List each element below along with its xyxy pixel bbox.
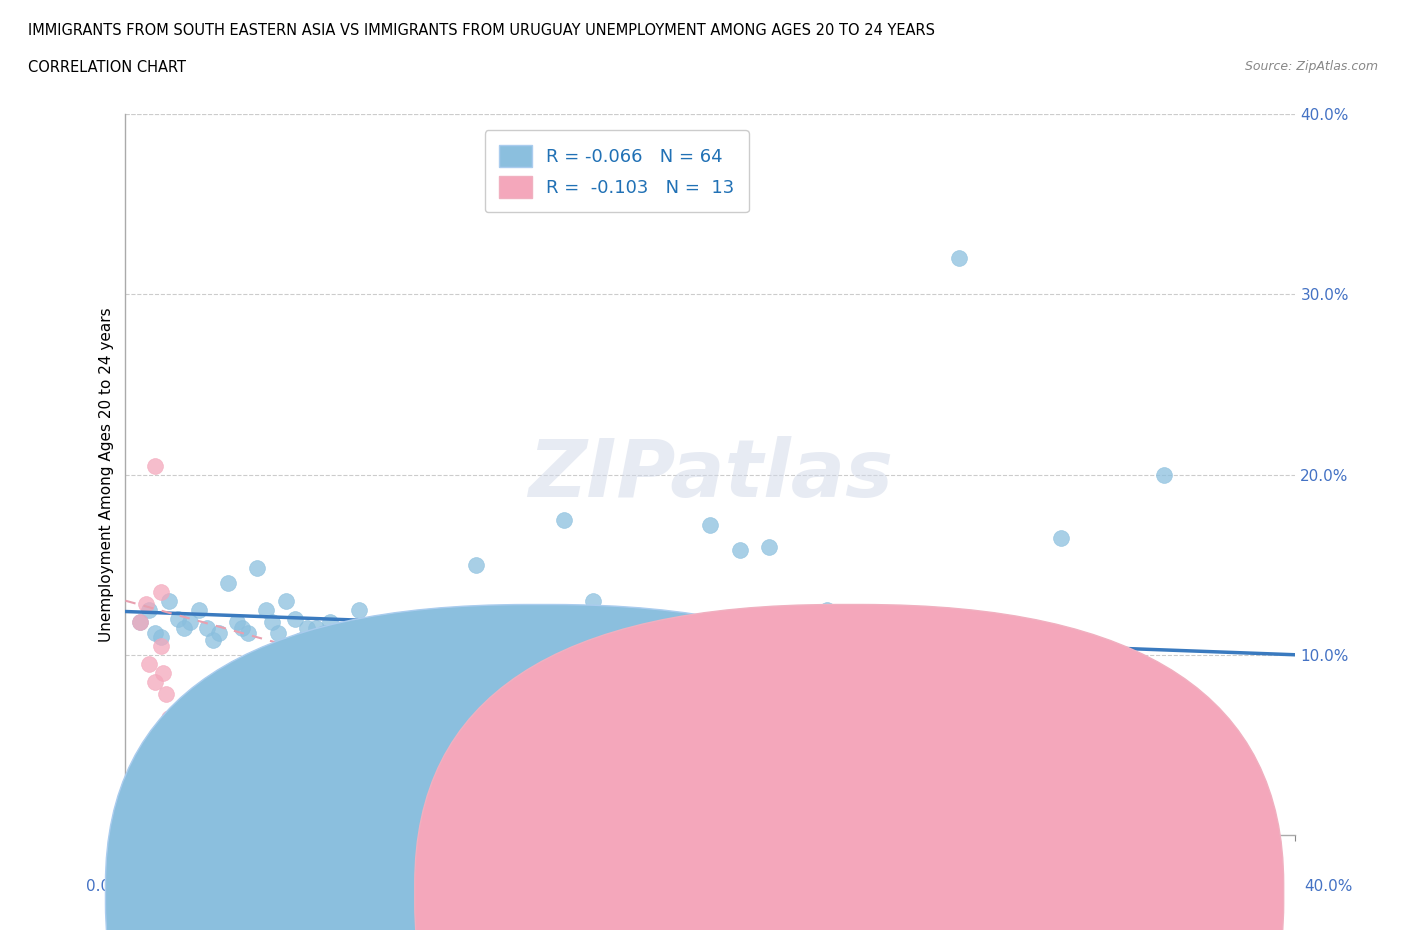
- Point: [363, 620, 385, 635]
- Text: CORRELATION CHART: CORRELATION CHART: [28, 60, 186, 75]
- Point: [1050, 530, 1073, 545]
- Point: [377, 626, 399, 641]
- Point: [436, 633, 458, 648]
- Point: [152, 665, 174, 680]
- Point: [787, 615, 810, 630]
- Point: [231, 620, 253, 635]
- Point: [392, 647, 415, 662]
- Text: Immigrants from Uruguay: Immigrants from Uruguay: [872, 884, 1062, 899]
- Text: IMMIGRANTS FROM SOUTH EASTERN ASIA VS IMMIGRANTS FROM URUGUAY UNEMPLOYMENT AMONG: IMMIGRANTS FROM SOUTH EASTERN ASIA VS IM…: [28, 23, 935, 38]
- Point: [260, 615, 283, 630]
- Point: [208, 626, 231, 641]
- Point: [319, 615, 342, 630]
- Point: [157, 593, 180, 608]
- Text: 0.0%: 0.0%: [86, 879, 125, 894]
- Point: [568, 657, 591, 671]
- Point: [266, 626, 288, 641]
- Text: Source: ZipAtlas.com: Source: ZipAtlas.com: [1244, 60, 1378, 73]
- Point: [149, 638, 172, 653]
- Point: [758, 539, 780, 554]
- Point: [495, 633, 517, 648]
- Point: [135, 597, 157, 612]
- Legend: R = -0.066   N = 64, R =  -0.103   N =  13: R = -0.066 N = 64, R = -0.103 N = 13: [485, 130, 749, 212]
- Point: [225, 615, 247, 630]
- Point: [129, 615, 152, 630]
- Point: [173, 770, 195, 785]
- Point: [149, 630, 172, 644]
- Point: [179, 615, 201, 630]
- Point: [817, 603, 839, 618]
- Point: [167, 611, 190, 626]
- Point: [699, 518, 721, 533]
- Point: [641, 626, 664, 641]
- Point: [138, 603, 160, 618]
- Point: [845, 615, 868, 630]
- Point: [238, 626, 260, 641]
- Point: [290, 633, 312, 648]
- Point: [671, 647, 693, 662]
- Point: [875, 647, 897, 662]
- Text: 40.0%: 40.0%: [1305, 879, 1353, 894]
- Point: [155, 687, 177, 702]
- Point: [304, 620, 326, 635]
- Point: [948, 251, 970, 266]
- Point: [626, 674, 648, 689]
- Point: [157, 720, 180, 735]
- Point: [246, 561, 269, 576]
- Point: [612, 615, 634, 630]
- Y-axis label: Unemployment Among Ages 20 to 24 years: Unemployment Among Ages 20 to 24 years: [100, 307, 114, 642]
- Point: [553, 512, 575, 527]
- Point: [582, 593, 605, 608]
- Point: [187, 603, 209, 618]
- Point: [217, 576, 239, 591]
- Point: [157, 711, 180, 725]
- Point: [195, 620, 218, 635]
- Point: [314, 626, 336, 641]
- Point: [276, 593, 298, 608]
- Point: [963, 720, 986, 735]
- Point: [728, 543, 751, 558]
- Text: ZIPatlas: ZIPatlas: [529, 435, 893, 513]
- Point: [523, 620, 546, 635]
- Point: [129, 615, 152, 630]
- Point: [422, 626, 444, 641]
- Point: [1153, 467, 1175, 482]
- Point: [202, 633, 225, 648]
- Point: [173, 620, 195, 635]
- Point: [479, 611, 502, 626]
- Point: [162, 747, 184, 762]
- Point: [596, 657, 619, 671]
- Point: [1021, 620, 1043, 635]
- Point: [143, 674, 166, 689]
- Point: [143, 458, 166, 473]
- Point: [934, 620, 956, 635]
- Point: [406, 615, 429, 630]
- Text: Immigrants from South Eastern Asia: Immigrants from South Eastern Asia: [562, 884, 828, 899]
- Point: [465, 557, 488, 572]
- Point: [333, 630, 356, 644]
- Point: [904, 698, 927, 712]
- Point: [1080, 693, 1102, 708]
- Point: [295, 620, 318, 635]
- Point: [138, 657, 160, 671]
- Point: [509, 626, 531, 641]
- Point: [149, 584, 172, 599]
- Point: [450, 620, 472, 635]
- Point: [284, 611, 307, 626]
- Point: [349, 603, 371, 618]
- Point: [254, 603, 277, 618]
- Point: [143, 626, 166, 641]
